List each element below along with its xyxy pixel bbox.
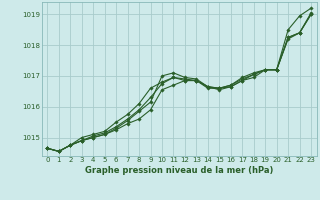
X-axis label: Graphe pression niveau de la mer (hPa): Graphe pression niveau de la mer (hPa) [85,166,273,175]
